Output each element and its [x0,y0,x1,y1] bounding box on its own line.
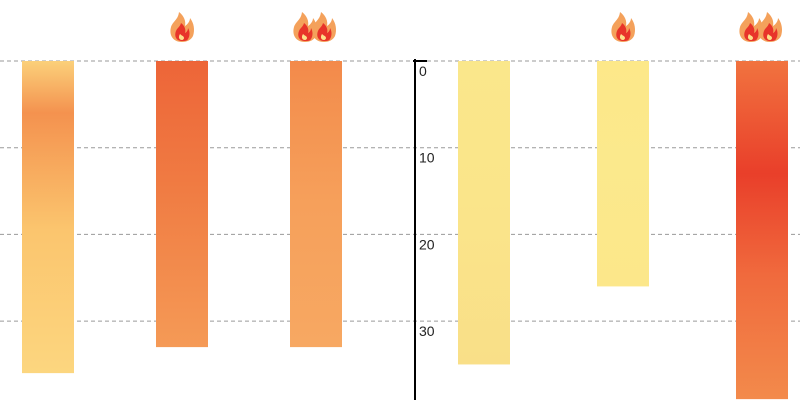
y-tick-label: 10 [419,150,435,166]
gridlines [0,60,800,322]
y-tick-label: 20 [419,236,435,252]
bars [22,61,788,400]
bar [597,61,649,287]
fire-icon [611,12,635,42]
fire-icon [293,12,336,42]
bar [156,61,208,348]
y-tick-label: 0 [419,63,427,79]
bar [458,61,510,365]
fire-icons [170,12,782,42]
bar [290,61,342,348]
bar [736,61,788,400]
bar [22,61,74,374]
fire-icon [739,12,782,42]
y-tick-label: 30 [419,323,435,339]
y-axis: 0 10 20 30 [413,59,435,400]
fire-icon [170,12,194,42]
